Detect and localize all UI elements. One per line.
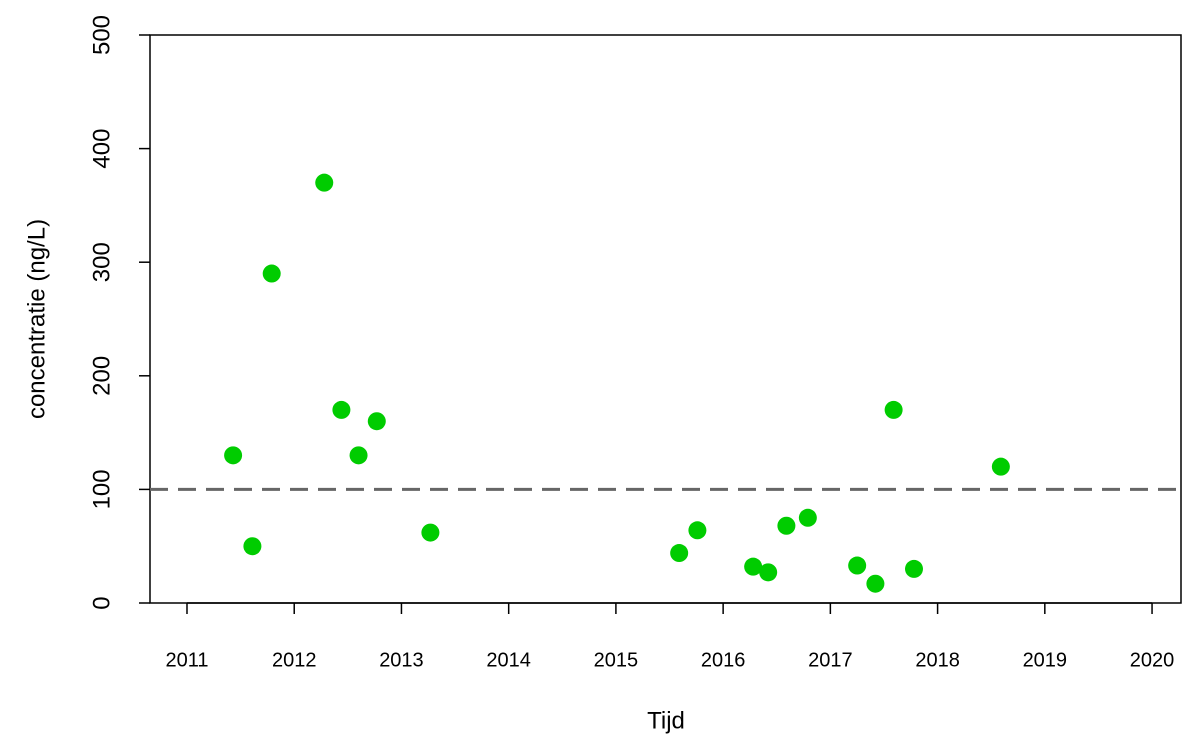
point bbox=[332, 400, 351, 419]
point bbox=[688, 521, 707, 540]
y-axis-title: concentratie (ng/L) bbox=[23, 219, 50, 419]
point bbox=[421, 523, 440, 542]
x-tick-label: 2020 bbox=[1130, 649, 1175, 671]
x-tick-label: 2013 bbox=[379, 649, 424, 671]
point bbox=[884, 400, 903, 419]
y-tick-label: 500 bbox=[88, 15, 115, 55]
plot-frame bbox=[149, 34, 1182, 604]
point bbox=[367, 412, 386, 431]
x-tick-label: 2018 bbox=[915, 649, 960, 671]
x-tick-label: 2015 bbox=[594, 649, 639, 671]
point bbox=[315, 173, 334, 192]
y-tick-label: 200 bbox=[88, 356, 115, 396]
x-tick-label: 2011 bbox=[165, 649, 208, 671]
y-tick-label: 100 bbox=[88, 469, 115, 509]
x-tick-label: 2019 bbox=[1023, 649, 1068, 671]
x-tick-label: 2012 bbox=[272, 649, 317, 671]
x-axis-title: Tijd bbox=[647, 707, 685, 734]
point bbox=[777, 516, 796, 535]
point bbox=[798, 508, 817, 527]
y-tick-label: 300 bbox=[88, 242, 115, 282]
point bbox=[866, 574, 885, 593]
y-tick-label: 0 bbox=[88, 596, 115, 609]
point bbox=[670, 544, 689, 563]
point bbox=[848, 556, 867, 575]
x-tick-label: 2017 bbox=[808, 649, 853, 671]
y-tick-label: 400 bbox=[88, 129, 115, 169]
point bbox=[349, 446, 368, 465]
point bbox=[905, 559, 924, 578]
point bbox=[224, 446, 243, 465]
x-tick-label: 2016 bbox=[701, 649, 746, 671]
point bbox=[262, 264, 281, 283]
point bbox=[759, 563, 778, 582]
point bbox=[744, 557, 763, 576]
point bbox=[991, 457, 1010, 476]
point bbox=[243, 537, 262, 556]
x-tick-label: 2014 bbox=[486, 649, 531, 671]
